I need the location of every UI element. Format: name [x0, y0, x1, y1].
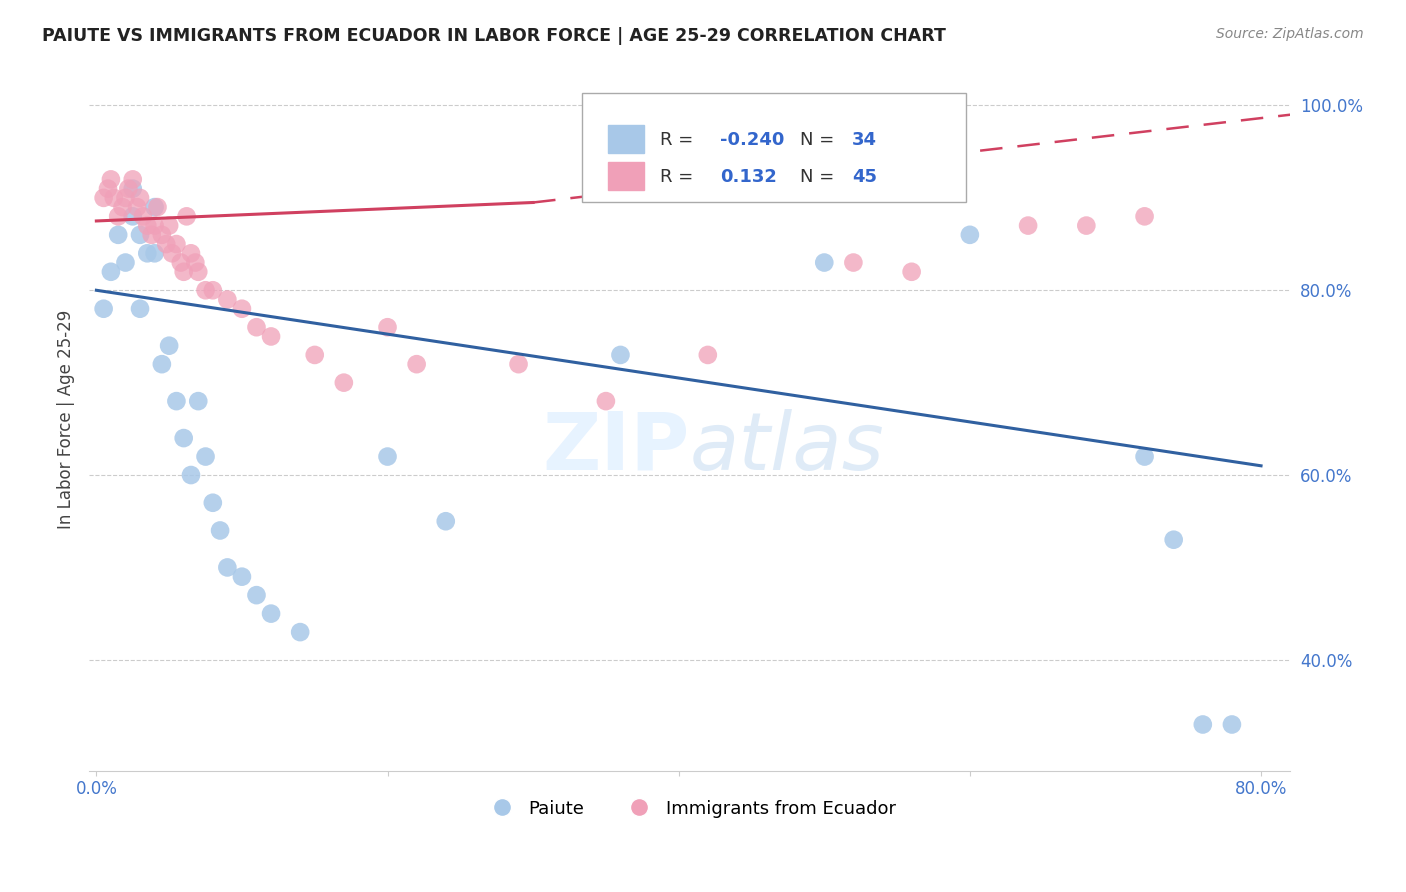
Point [187, 265, 209, 279]
Point [180, 246, 202, 260]
Point [377, 450, 399, 464]
Point [107, 227, 129, 242]
Point [150, 227, 173, 242]
Point [157, 219, 180, 233]
Point [217, 560, 239, 574]
Point [143, 219, 166, 233]
Text: 0.132: 0.132 [720, 169, 776, 186]
Point [595, 394, 617, 409]
Text: 45: 45 [852, 169, 877, 186]
FancyBboxPatch shape [607, 162, 644, 190]
Point [114, 191, 136, 205]
Point [333, 376, 356, 390]
Point [231, 301, 253, 316]
Point [696, 348, 718, 362]
Legend: Paiute, Immigrants from Ecuador: Paiute, Immigrants from Ecuador [477, 792, 903, 825]
Point [93, 191, 115, 205]
Point [121, 181, 143, 195]
Point [146, 200, 169, 214]
Point [170, 255, 193, 269]
Point [1017, 219, 1039, 233]
Point [842, 255, 865, 269]
Text: Source: ZipAtlas.com: Source: ZipAtlas.com [1216, 27, 1364, 41]
Point [103, 191, 125, 205]
Point [160, 246, 183, 260]
Point [173, 431, 195, 445]
Point [100, 172, 122, 186]
Point [377, 320, 399, 334]
FancyBboxPatch shape [607, 125, 644, 153]
Point [217, 293, 239, 307]
Point [1076, 219, 1098, 233]
Point [107, 210, 129, 224]
Text: 34: 34 [852, 131, 877, 149]
Point [1133, 210, 1156, 224]
Point [136, 246, 159, 260]
Text: N =: N = [800, 169, 841, 186]
Point [260, 607, 283, 621]
Point [176, 210, 198, 224]
Y-axis label: In Labor Force | Age 25-29: In Labor Force | Age 25-29 [58, 310, 75, 529]
FancyBboxPatch shape [582, 93, 966, 202]
Text: atlas: atlas [689, 409, 884, 487]
Point [231, 569, 253, 583]
Point [959, 227, 981, 242]
Point [155, 237, 177, 252]
Point [150, 357, 173, 371]
Point [121, 172, 143, 186]
Text: R =: R = [659, 169, 699, 186]
Point [165, 237, 187, 252]
Text: N =: N = [800, 131, 841, 149]
Point [180, 468, 202, 483]
Point [209, 524, 232, 538]
Text: ZIP: ZIP [543, 409, 689, 487]
Point [127, 200, 149, 214]
Point [1191, 717, 1213, 731]
Point [508, 357, 530, 371]
Point [813, 255, 835, 269]
Point [187, 394, 209, 409]
Point [165, 394, 187, 409]
Point [194, 450, 217, 464]
Point [100, 265, 122, 279]
Point [201, 496, 224, 510]
Point [129, 227, 152, 242]
Point [194, 283, 217, 297]
Point [141, 227, 163, 242]
Text: PAIUTE VS IMMIGRANTS FROM ECUADOR IN LABOR FORCE | AGE 25-29 CORRELATION CHART: PAIUTE VS IMMIGRANTS FROM ECUADOR IN LAB… [42, 27, 946, 45]
Point [245, 320, 267, 334]
Point [184, 255, 207, 269]
Point [157, 339, 180, 353]
Point [143, 246, 166, 260]
Point [304, 348, 326, 362]
Point [129, 301, 152, 316]
Point [405, 357, 427, 371]
Text: R =: R = [659, 131, 699, 149]
Point [1220, 717, 1243, 731]
Point [173, 265, 195, 279]
Text: -0.240: -0.240 [720, 131, 785, 149]
Point [434, 514, 457, 528]
Point [245, 588, 267, 602]
Point [121, 210, 143, 224]
Point [129, 191, 152, 205]
Point [136, 219, 159, 233]
Point [111, 200, 134, 214]
Point [201, 283, 224, 297]
Point [97, 181, 120, 195]
Point [93, 301, 115, 316]
Point [260, 329, 283, 343]
Point [143, 200, 166, 214]
Point [900, 265, 922, 279]
Point [132, 210, 155, 224]
Point [1163, 533, 1185, 547]
Point [609, 348, 631, 362]
Point [117, 181, 139, 195]
Point [114, 255, 136, 269]
Point [288, 625, 311, 640]
Point [1133, 450, 1156, 464]
